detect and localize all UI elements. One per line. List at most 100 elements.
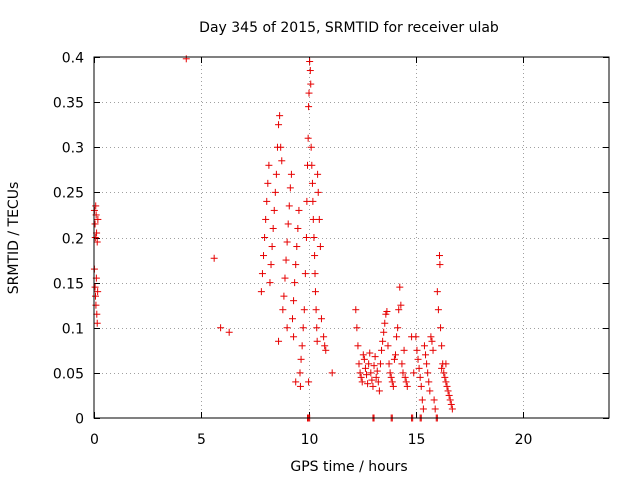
data-point (92, 292, 100, 300)
data-point (269, 224, 277, 232)
y-tick-label: 0.15 (53, 277, 84, 293)
data-point (437, 324, 445, 332)
data-point (270, 206, 278, 214)
data-point (287, 170, 295, 178)
data-point (290, 297, 298, 305)
data-point (298, 342, 306, 350)
data-point (275, 121, 283, 129)
data-point (276, 112, 284, 120)
data-point (358, 378, 366, 386)
data-point (297, 355, 305, 363)
data-point (367, 369, 375, 377)
data-point (420, 342, 428, 350)
x-tick-label: 0 (90, 432, 99, 448)
data-point (355, 360, 363, 368)
data-point (361, 364, 369, 372)
data-point (271, 188, 279, 196)
data-point (267, 261, 275, 269)
data-point (292, 378, 300, 386)
data-point (443, 382, 451, 390)
y-tick-label: 0.3 (62, 141, 84, 157)
data-point (313, 324, 321, 332)
data-point (438, 342, 446, 350)
data-point (371, 353, 379, 361)
data-point (423, 360, 431, 368)
data-point (306, 58, 314, 66)
data-point (217, 324, 225, 332)
data-point (305, 89, 313, 97)
data-point (389, 382, 397, 390)
data-point (412, 333, 420, 341)
data-point (294, 224, 302, 232)
data-point (393, 333, 401, 341)
data-point (359, 351, 367, 359)
data-point (295, 206, 303, 214)
data-point (428, 337, 436, 345)
data-point (311, 270, 319, 278)
data-point (433, 288, 441, 296)
x-tick-label: 10 (301, 432, 319, 448)
data-point (366, 349, 374, 357)
data-point (284, 220, 292, 228)
data-point (268, 243, 276, 251)
data-point (434, 306, 442, 314)
data-point (280, 292, 288, 300)
data-point (376, 360, 384, 368)
data-point (416, 373, 424, 381)
x-tick-label: 15 (408, 432, 426, 448)
data-point (314, 170, 322, 178)
data-point (385, 360, 393, 368)
data-point (357, 373, 365, 381)
data-point (310, 234, 318, 241)
data-point (293, 243, 301, 251)
data-point (364, 380, 372, 388)
y-tick-label: 0.2 (62, 232, 84, 248)
data-point (372, 373, 380, 381)
data-point (91, 283, 99, 291)
data-point (264, 179, 272, 187)
data-point (427, 333, 435, 341)
data-point (396, 283, 404, 291)
data-point (394, 324, 402, 332)
data-point (210, 254, 218, 262)
x-axis-label: GPS time / hours (290, 459, 407, 475)
y-tick-label: 0.05 (53, 367, 84, 383)
data-point (281, 274, 289, 282)
data-point (305, 378, 313, 386)
data-point (260, 252, 268, 260)
data-point (299, 324, 307, 332)
data-point (360, 355, 368, 363)
data-point (352, 306, 360, 314)
data-point (375, 387, 383, 395)
data-point (422, 351, 430, 359)
data-point (314, 188, 322, 196)
data-point (265, 161, 273, 169)
data-point (397, 301, 405, 309)
data-point (373, 367, 381, 375)
data-point (272, 170, 280, 178)
data-point (263, 197, 271, 205)
data-point (445, 391, 453, 399)
data-point (300, 306, 308, 314)
data-point (225, 328, 233, 336)
data-point (388, 378, 396, 386)
data-point (401, 373, 409, 381)
x-tick-label: 20 (515, 432, 533, 448)
data-point (94, 215, 102, 223)
data-point (316, 243, 324, 251)
data-point (419, 405, 427, 413)
data-point (311, 252, 319, 260)
data-point (92, 202, 100, 210)
axis-tick-labels: 0 5 10 15 20 0 0.05 0.1 0.15 0.2 0.25 0.3 0.35 0.4 (53, 51, 533, 449)
y-tick-label: 0.25 (53, 186, 84, 202)
data-point (275, 337, 283, 345)
data-point (391, 351, 399, 359)
data-point (290, 333, 298, 341)
y-tick-label: 0.4 (62, 51, 84, 67)
data-point (426, 387, 434, 395)
data-point (302, 234, 310, 241)
data-point (429, 346, 437, 354)
data-point (424, 369, 432, 377)
data-point (304, 134, 312, 142)
